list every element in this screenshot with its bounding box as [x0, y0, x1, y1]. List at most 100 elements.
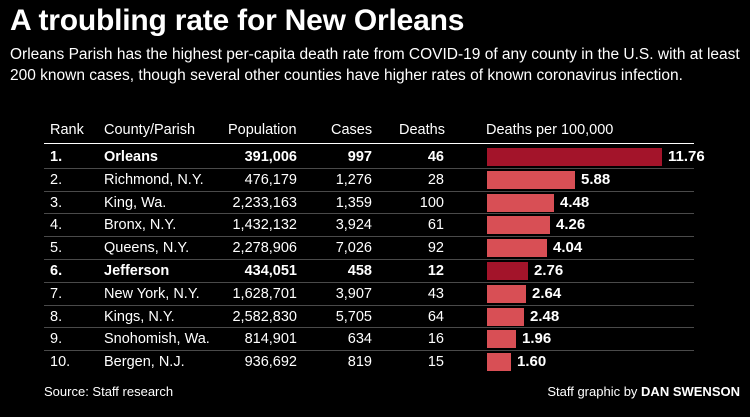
table-row: 10. Bergen, N.J. 936,692 819 15 1.60 [0, 351, 750, 372]
rank-cell: 2. [50, 172, 63, 188]
rate-value-label: 4.04 [553, 239, 583, 256]
cases-cell: 1,276 [335, 172, 372, 188]
cases-cell: 3,924 [335, 217, 372, 233]
row-divider [44, 213, 694, 214]
rank-cell: 1. [50, 149, 63, 165]
header-deaths: Deaths [399, 122, 445, 138]
county-cell: Queens, N.Y. [104, 240, 190, 256]
county-cell: King, Wa. [104, 195, 167, 211]
rank-cell: 5. [50, 240, 63, 256]
rank-cell: 10. [50, 354, 71, 370]
population-cell: 1,432,132 [232, 217, 297, 233]
county-cell: Bergen, N.J. [104, 354, 185, 370]
deaths-cell: 64 [427, 309, 444, 325]
table-row: 3. King, Wa. 2,233,163 1,359 100 4.48 [0, 192, 750, 213]
chart-subtitle: Orleans Parish has the highest per-capit… [10, 46, 740, 84]
chart-title: A troubling rate for New Orleans [10, 4, 465, 37]
rate-value-label: 4.26 [556, 216, 586, 233]
header-rule [44, 143, 694, 144]
rate-bar [487, 262, 528, 280]
rate-bar [487, 194, 554, 212]
rate-bar [487, 330, 516, 348]
rank-cell: 7. [50, 286, 63, 302]
rank-cell: 4. [50, 217, 63, 233]
header-rank: Rank [50, 122, 84, 138]
rank-cell: 3. [50, 195, 63, 211]
cases-cell: 634 [347, 331, 372, 347]
header-cases: Cases [331, 122, 373, 138]
cases-cell: 5,705 [335, 309, 372, 325]
rate-value-label: 2.48 [530, 308, 560, 325]
credit-name: DAN SWENSON [641, 384, 740, 399]
cases-cell: 819 [347, 354, 372, 370]
deaths-cell: 61 [427, 217, 444, 233]
table-row: 7. New York, N.Y. 1,628,701 3,907 43 2.64 [0, 283, 750, 304]
rate-bar [487, 148, 662, 166]
rate-bar [487, 353, 511, 371]
deaths-cell: 43 [427, 286, 444, 302]
deaths-cell: 28 [427, 172, 444, 188]
table-row: 6. Jefferson 434,051 458 12 2.76 [0, 260, 750, 281]
deaths-cell: 16 [427, 331, 444, 347]
county-cell: Richmond, N.Y. [104, 172, 204, 188]
deaths-cell: 15 [427, 354, 444, 370]
rate-value-label: 1.60 [517, 353, 547, 370]
county-cell: Snohomish, Wa. [104, 331, 210, 347]
source-note: Source: Staff research [44, 384, 174, 399]
rate-value-label: 1.96 [522, 330, 552, 347]
cases-cell: 458 [347, 263, 372, 279]
header-rate: Deaths per 100,000 [486, 122, 614, 138]
population-cell: 936,692 [244, 354, 297, 370]
row-divider [44, 236, 694, 237]
rank-cell: 9. [50, 331, 63, 347]
population-cell: 476,179 [244, 172, 297, 188]
table-row: 2. Richmond, N.Y. 476,179 1,276 28 5.88 [0, 169, 750, 190]
rate-bar [487, 239, 547, 257]
row-divider [44, 259, 694, 260]
rate-bar [487, 308, 524, 326]
table-row: 1. Orleans 391,006 997 46 11.76 [0, 146, 750, 167]
rate-value-label: 5.88 [581, 171, 611, 188]
rate-value-label: 2.64 [532, 285, 562, 302]
rank-cell: 6. [50, 263, 63, 279]
rate-value-label: 2.76 [534, 262, 564, 279]
row-divider [44, 327, 694, 328]
row-divider [44, 282, 694, 283]
row-divider [44, 168, 694, 169]
population-cell: 434,051 [244, 263, 297, 279]
population-cell: 1,628,701 [232, 286, 297, 302]
table-row: 5. Queens, N.Y. 2,278,906 7,026 92 4.04 [0, 237, 750, 258]
population-cell: 391,006 [244, 149, 297, 165]
cases-cell: 3,907 [335, 286, 372, 302]
credit-line: Staff graphic by DAN SWENSON [547, 384, 740, 399]
row-divider [44, 191, 694, 192]
row-divider [44, 305, 694, 306]
row-divider [44, 350, 694, 351]
deaths-cell: 92 [427, 240, 444, 256]
county-cell: New York, N.Y. [104, 286, 200, 302]
header-county: County/Parish [104, 122, 196, 138]
cases-cell: 997 [347, 149, 372, 165]
rate-value-label: 11.76 [668, 148, 705, 165]
table-row: 4. Bronx, N.Y. 1,432,132 3,924 61 4.26 [0, 214, 750, 235]
deaths-cell: 12 [427, 263, 444, 279]
county-cell: Jefferson [104, 263, 170, 279]
county-cell: Kings, N.Y. [104, 309, 175, 325]
credit-prefix: Staff graphic by [547, 384, 642, 399]
population-cell: 2,278,906 [232, 240, 297, 256]
rate-bar [487, 285, 526, 303]
rate-bar [487, 216, 550, 234]
table-row: 9. Snohomish, Wa. 814,901 634 16 1.96 [0, 328, 750, 349]
header-population: Population [228, 122, 297, 138]
rate-value-label: 4.48 [560, 194, 590, 211]
table-row: 8. Kings, N.Y. 2,582,830 5,705 64 2.48 [0, 306, 750, 327]
rank-cell: 8. [50, 309, 63, 325]
population-cell: 2,233,163 [232, 195, 297, 211]
cases-cell: 1,359 [335, 195, 372, 211]
county-cell: Orleans [104, 149, 158, 165]
population-cell: 2,582,830 [232, 309, 297, 325]
population-cell: 814,901 [244, 331, 297, 347]
county-cell: Bronx, N.Y. [104, 217, 177, 233]
rate-bar [487, 171, 575, 189]
deaths-cell: 100 [419, 195, 444, 211]
